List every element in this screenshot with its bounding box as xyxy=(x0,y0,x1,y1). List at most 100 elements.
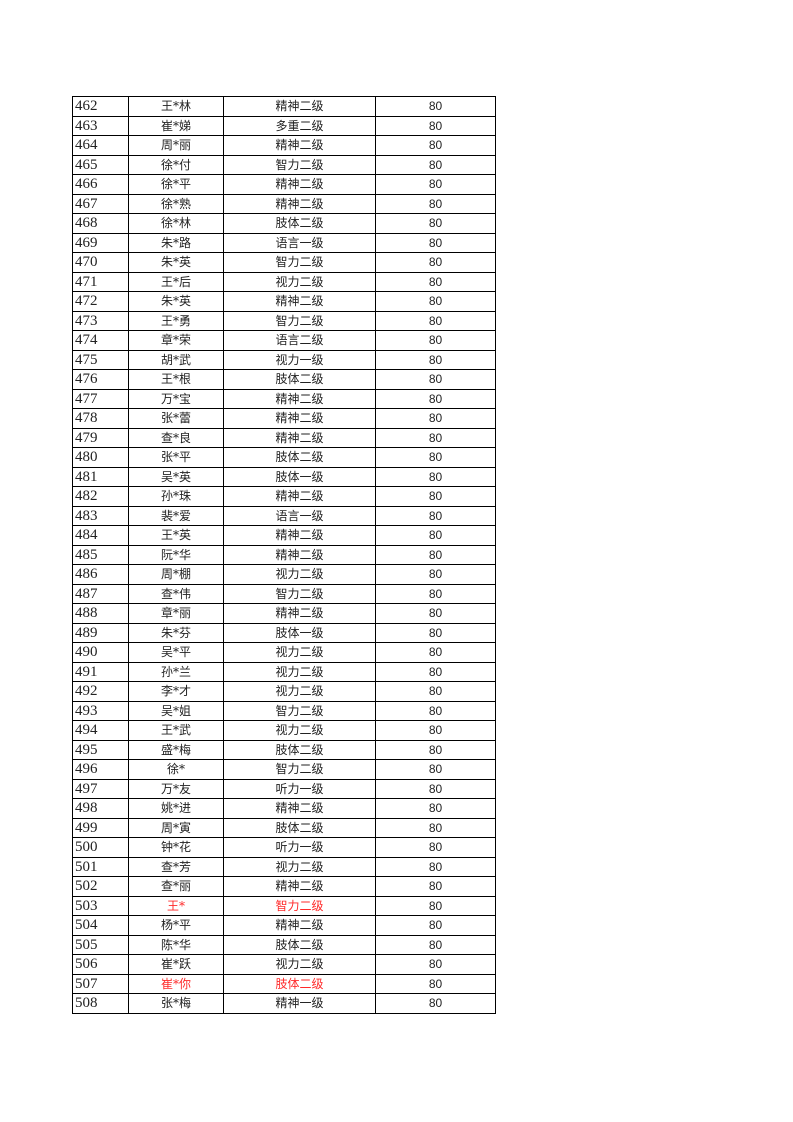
table-row: 463 崔*娣 多重二级 80 xyxy=(72,115,496,136)
disability-category: 智力二级 xyxy=(223,700,376,721)
row-number: 499 xyxy=(72,817,129,838)
table-row: 486 周*棚 视力二级 80 xyxy=(72,564,496,585)
row-number: 493 xyxy=(72,700,129,721)
row-number: 494 xyxy=(72,720,129,741)
table-row: 493 吴*姐 智力二级 80 xyxy=(72,700,496,721)
person-name: 周*丽 xyxy=(128,135,224,156)
person-name: 徐* xyxy=(128,759,224,780)
table-row: 508 张*梅 精神一级 80 xyxy=(72,993,496,1014)
amount: 80 xyxy=(375,993,496,1014)
table-row: 479 查*良 精神二级 80 xyxy=(72,427,496,448)
person-name: 章*丽 xyxy=(128,603,224,624)
row-number: 506 xyxy=(72,954,129,975)
row-number: 463 xyxy=(72,115,129,136)
disability-category: 肢体二级 xyxy=(223,739,376,760)
amount: 80 xyxy=(375,778,496,799)
amount: 80 xyxy=(375,193,496,214)
amount: 80 xyxy=(375,96,496,117)
disability-category: 视力二级 xyxy=(223,271,376,292)
table-row: 507 崔*你 肢体二级 80 xyxy=(72,973,496,994)
amount: 80 xyxy=(375,291,496,312)
amount: 80 xyxy=(375,232,496,253)
table-row: 483 裴*爱 语言一级 80 xyxy=(72,505,496,526)
person-name: 崔*跃 xyxy=(128,954,224,975)
amount: 80 xyxy=(375,388,496,409)
person-name: 王*根 xyxy=(128,369,224,390)
disability-category: 智力二级 xyxy=(223,252,376,273)
disability-category: 视力二级 xyxy=(223,720,376,741)
amount: 80 xyxy=(375,252,496,273)
row-number: 487 xyxy=(72,583,129,604)
table-row: 505 陈*华 肢体二级 80 xyxy=(72,934,496,955)
table-row: 464 周*丽 精神二级 80 xyxy=(72,135,496,156)
person-name: 孙*兰 xyxy=(128,661,224,682)
row-number: 508 xyxy=(72,993,129,1014)
amount: 80 xyxy=(375,369,496,390)
amount: 80 xyxy=(375,544,496,565)
disability-category: 精神二级 xyxy=(223,798,376,819)
disability-category: 视力二级 xyxy=(223,954,376,975)
disability-category: 视力二级 xyxy=(223,681,376,702)
row-number: 480 xyxy=(72,447,129,468)
row-number: 495 xyxy=(72,739,129,760)
amount: 80 xyxy=(375,310,496,331)
row-number: 481 xyxy=(72,466,129,487)
amount: 80 xyxy=(375,505,496,526)
amount: 80 xyxy=(375,564,496,585)
person-name: 王* xyxy=(128,895,224,916)
disability-category: 精神二级 xyxy=(223,603,376,624)
person-name: 周*棚 xyxy=(128,564,224,585)
disability-category: 肢体二级 xyxy=(223,973,376,994)
amount: 80 xyxy=(375,915,496,936)
disability-category: 智力二级 xyxy=(223,310,376,331)
disability-category: 视力一级 xyxy=(223,349,376,370)
disability-category: 肢体二级 xyxy=(223,213,376,234)
person-name: 杨*平 xyxy=(128,915,224,936)
row-number: 489 xyxy=(72,622,129,643)
table-row: 480 张*平 肢体二级 80 xyxy=(72,447,496,468)
row-number: 475 xyxy=(72,349,129,370)
table-row: 484 王*英 精神二级 80 xyxy=(72,525,496,546)
disability-category: 语言二级 xyxy=(223,330,376,351)
amount: 80 xyxy=(375,349,496,370)
amount: 80 xyxy=(375,837,496,858)
table-row: 494 王*武 视力二级 80 xyxy=(72,720,496,741)
person-name: 王*后 xyxy=(128,271,224,292)
row-number: 501 xyxy=(72,856,129,877)
row-number: 488 xyxy=(72,603,129,624)
amount: 80 xyxy=(375,213,496,234)
amount: 80 xyxy=(375,973,496,994)
amount: 80 xyxy=(375,954,496,975)
amount: 80 xyxy=(375,934,496,955)
disability-category: 肢体二级 xyxy=(223,934,376,955)
amount: 80 xyxy=(375,700,496,721)
table-row: 466 徐*平 精神二级 80 xyxy=(72,174,496,195)
disability-category: 听力一级 xyxy=(223,837,376,858)
person-name: 裴*爱 xyxy=(128,505,224,526)
person-name: 陈*华 xyxy=(128,934,224,955)
table-row: 465 徐*付 智力二级 80 xyxy=(72,154,496,175)
table-row: 469 朱*路 语言一级 80 xyxy=(72,232,496,253)
row-number: 462 xyxy=(72,96,129,117)
amount: 80 xyxy=(375,817,496,838)
row-number: 473 xyxy=(72,310,129,331)
table-row: 501 查*芳 视力二级 80 xyxy=(72,856,496,877)
table-row: 476 王*根 肢体二级 80 xyxy=(72,369,496,390)
disability-category: 精神二级 xyxy=(223,135,376,156)
row-number: 468 xyxy=(72,213,129,234)
person-name: 王*武 xyxy=(128,720,224,741)
disability-category: 肢体二级 xyxy=(223,369,376,390)
table-row: 481 吴*英 肢体一级 80 xyxy=(72,466,496,487)
amount: 80 xyxy=(375,174,496,195)
amount: 80 xyxy=(375,135,496,156)
disability-category: 多重二级 xyxy=(223,115,376,136)
row-number: 469 xyxy=(72,232,129,253)
disability-category: 精神一级 xyxy=(223,993,376,1014)
row-number: 483 xyxy=(72,505,129,526)
person-name: 王*英 xyxy=(128,525,224,546)
table-row: 489 朱*芬 肢体一级 80 xyxy=(72,622,496,643)
table-row: 477 万*宝 精神二级 80 xyxy=(72,388,496,409)
person-name: 查*芳 xyxy=(128,856,224,877)
disability-category: 视力二级 xyxy=(223,642,376,663)
disability-category: 听力一级 xyxy=(223,778,376,799)
